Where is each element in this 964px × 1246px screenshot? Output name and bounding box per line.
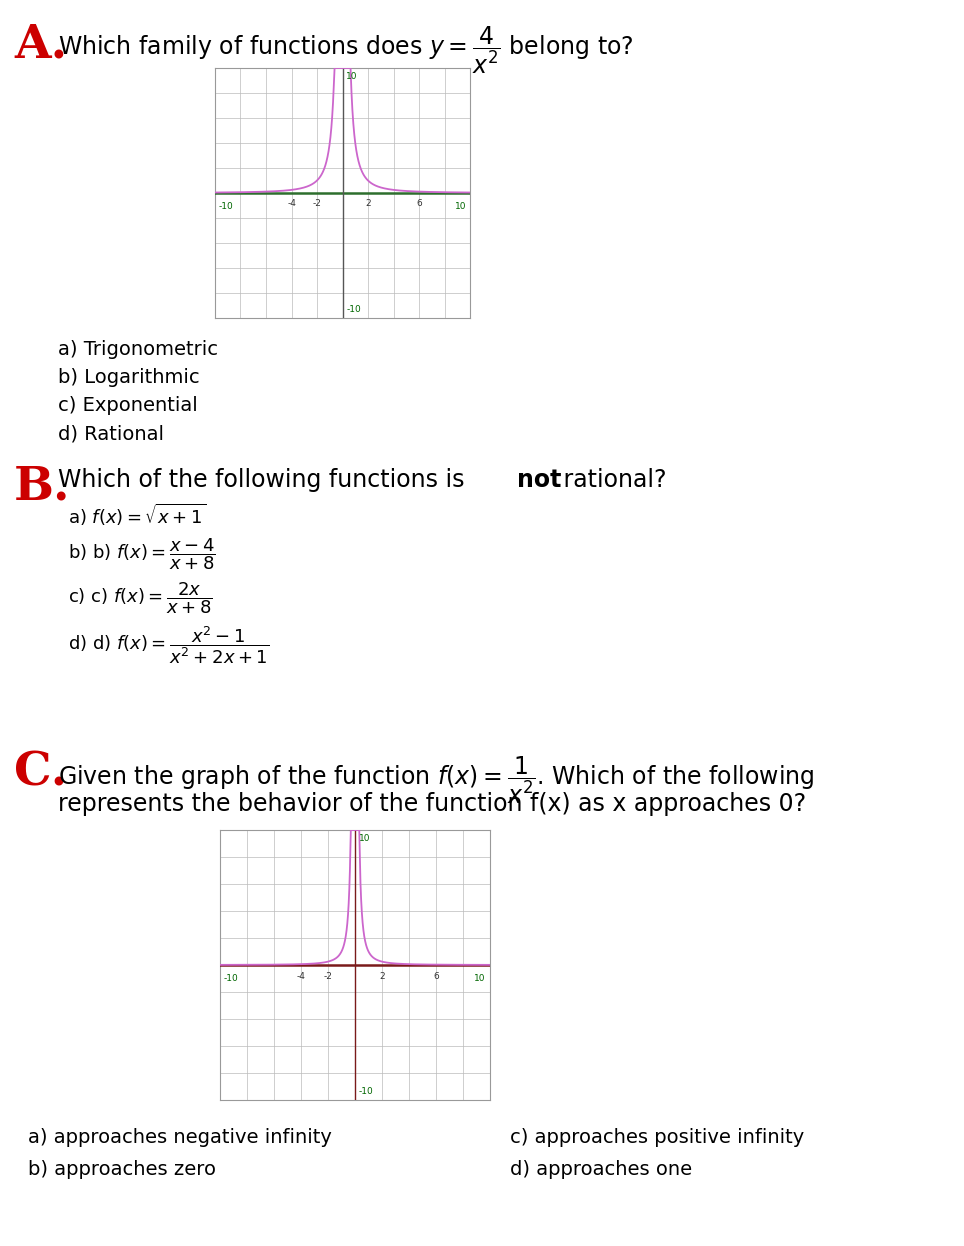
Text: -10: -10 <box>359 1087 374 1096</box>
Text: -2: -2 <box>324 972 333 981</box>
Text: -10: -10 <box>224 974 239 983</box>
Text: -4: -4 <box>297 972 306 981</box>
Text: A.: A. <box>14 22 67 69</box>
Text: Which family of functions does $y = \dfrac{4}{x^2}$ belong to?: Which family of functions does $y = \dfr… <box>58 24 633 76</box>
Text: represents the behavior of the function f(x) as x approaches 0?: represents the behavior of the function … <box>58 792 806 816</box>
Text: b) approaches zero: b) approaches zero <box>28 1160 216 1179</box>
Text: rational?: rational? <box>556 468 666 492</box>
Text: a) Trigonometric: a) Trigonometric <box>58 340 218 359</box>
Text: a) $f(x) = \sqrt{x+1}$: a) $f(x) = \sqrt{x+1}$ <box>68 502 206 528</box>
Text: c) approaches positive infinity: c) approaches positive infinity <box>510 1128 804 1148</box>
Text: 10: 10 <box>346 72 358 81</box>
Text: Which of the following functions is: Which of the following functions is <box>58 468 472 492</box>
Text: 2: 2 <box>379 972 385 981</box>
Text: d) d) $f(x) = \dfrac{x^2-1}{x^2+2x+1}$: d) d) $f(x) = \dfrac{x^2-1}{x^2+2x+1}$ <box>68 624 269 665</box>
Text: -10: -10 <box>219 202 233 211</box>
Text: 2: 2 <box>365 199 371 208</box>
Text: d) approaches one: d) approaches one <box>510 1160 692 1179</box>
Text: 10: 10 <box>474 974 486 983</box>
Text: Given the graph of the function $f(x) = \dfrac{1}{x^2}$. Which of the following: Given the graph of the function $f(x) = … <box>58 754 815 806</box>
Text: 10: 10 <box>455 202 467 211</box>
Text: B.: B. <box>14 464 70 510</box>
Text: a) approaches negative infinity: a) approaches negative infinity <box>28 1128 332 1148</box>
Text: not: not <box>517 468 561 492</box>
Text: -2: -2 <box>312 199 321 208</box>
Text: b) b) $f(x) = \dfrac{x-4}{x+8}$: b) b) $f(x) = \dfrac{x-4}{x+8}$ <box>68 536 216 572</box>
Text: c) c) $f(x) = \dfrac{2x}{x+8}$: c) c) $f(x) = \dfrac{2x}{x+8}$ <box>68 579 213 616</box>
Text: 10: 10 <box>359 834 370 844</box>
Text: c) Exponential: c) Exponential <box>58 396 198 415</box>
Text: 6: 6 <box>416 199 422 208</box>
Text: 6: 6 <box>433 972 439 981</box>
Text: b) Logarithmic: b) Logarithmic <box>58 368 200 388</box>
Text: C.: C. <box>14 750 67 796</box>
Text: -10: -10 <box>346 305 362 314</box>
Text: d) Rational: d) Rational <box>58 424 164 444</box>
Text: -4: -4 <box>287 199 296 208</box>
